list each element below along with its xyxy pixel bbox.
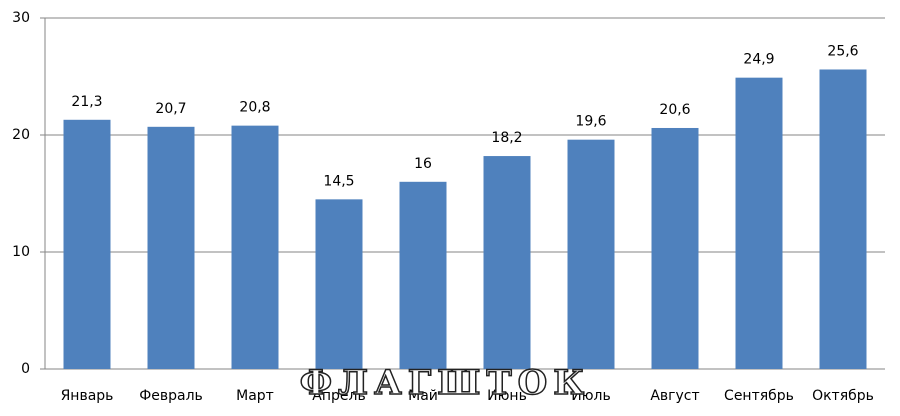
y-tick-label: 30 xyxy=(12,10,30,26)
value-label: 20,8 xyxy=(239,100,270,116)
value-label: 24,9 xyxy=(743,52,774,68)
value-label: 16 xyxy=(414,156,432,172)
bar xyxy=(819,69,867,369)
value-label: 20,7 xyxy=(155,101,186,117)
x-tick-label: Июнь xyxy=(487,388,527,404)
bar xyxy=(567,139,615,369)
y-tick-label: 20 xyxy=(12,127,30,143)
bar xyxy=(315,199,363,369)
x-tick-label: Май xyxy=(408,388,438,404)
watermark: ФЛАГШТОК xyxy=(300,363,590,403)
x-tick-label: Март xyxy=(236,388,274,404)
bar xyxy=(735,77,783,370)
value-label: 21,3 xyxy=(71,94,102,110)
x-tick-label: Июль xyxy=(571,388,610,404)
x-tick-label: Август xyxy=(650,388,699,404)
bar xyxy=(147,126,195,369)
y-tick-label: 0 xyxy=(21,361,30,377)
value-label: 19,6 xyxy=(575,114,606,130)
value-label: 20,6 xyxy=(659,102,690,118)
x-tick-label: Октябрь xyxy=(812,388,874,404)
x-tick-label: Апрель xyxy=(312,388,365,404)
x-tick-label: Февраль xyxy=(139,388,203,404)
bar xyxy=(63,119,111,369)
y-tick-label: 10 xyxy=(12,244,30,260)
bar xyxy=(651,127,699,369)
bar xyxy=(399,181,447,369)
value-label: 14,5 xyxy=(323,173,354,189)
bar xyxy=(231,125,279,369)
value-label: 18,2 xyxy=(491,130,522,146)
x-tick-label: Январь xyxy=(61,388,114,404)
x-tick-label: Сентябрь xyxy=(724,388,794,404)
value-label: 25,6 xyxy=(827,43,858,59)
bar xyxy=(483,156,531,369)
